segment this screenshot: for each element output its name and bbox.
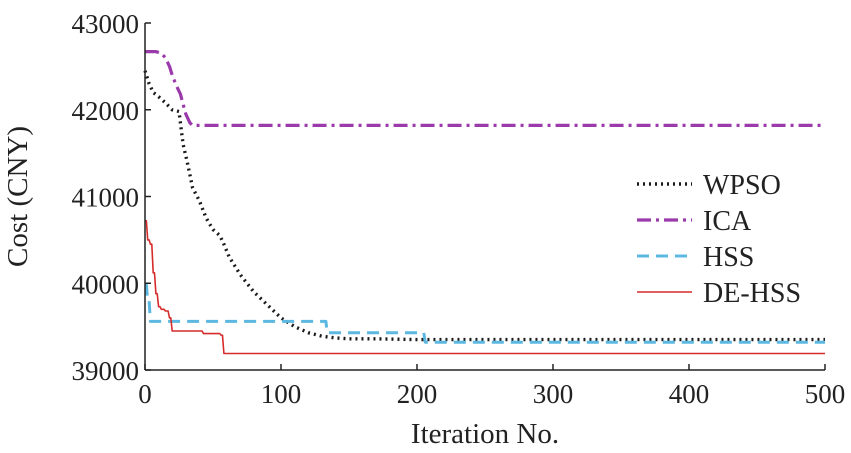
y-tick-label: 42000: [72, 96, 140, 126]
series-line-de-hss: [145, 220, 825, 355]
legend-label-hss: HSS: [703, 242, 754, 273]
x-tick-label: 300: [533, 379, 574, 409]
x-tick-label: 400: [669, 379, 710, 409]
series-line-ica: [145, 49, 825, 128]
y-tick-label: 40000: [72, 269, 140, 299]
legend-label-wpso: WPSO: [703, 170, 781, 201]
x-tick-label: 100: [261, 379, 302, 409]
x-tick-label: 500: [805, 379, 846, 409]
legend-label-de-hss: DE-HSS: [703, 278, 801, 309]
axes: 0 100 200 300 400 500 39000 40000 41000 42000 430…: [72, 9, 846, 409]
plot-area: [143, 49, 825, 355]
x-tick-label: 200: [397, 379, 438, 409]
y-tick-label: 43000: [72, 9, 140, 39]
legend-label-ica: ICA: [703, 206, 752, 237]
legend: WPSO ICA HSS DE-HSS: [637, 170, 801, 309]
x-tick-label: 0: [138, 379, 152, 409]
x-axis-label: Iteration No.: [411, 418, 559, 450]
y-tick-label: 39000: [72, 356, 140, 386]
series-line-hss: [144, 283, 825, 344]
x-ticks: 0 100 200 300 400 500: [138, 364, 845, 409]
y-axis-label: Cost (CNY): [2, 126, 34, 267]
y-tick-label: 41000: [72, 183, 140, 213]
y-ticks: 39000 40000 41000 42000 43000: [72, 9, 151, 386]
